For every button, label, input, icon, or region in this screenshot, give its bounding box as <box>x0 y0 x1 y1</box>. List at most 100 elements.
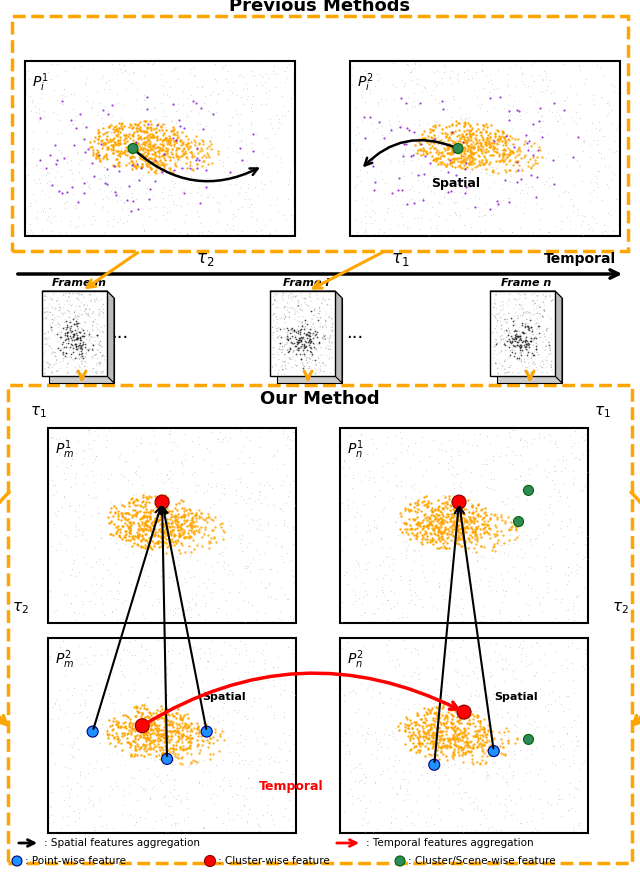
Point <box>445 71 455 85</box>
Point <box>197 732 207 746</box>
Polygon shape <box>270 291 342 298</box>
Point <box>611 122 621 137</box>
Point <box>495 746 506 760</box>
Point <box>120 126 131 140</box>
Point <box>589 183 600 197</box>
Point <box>128 515 138 529</box>
Point <box>452 513 463 527</box>
Point <box>220 189 230 203</box>
Point <box>177 455 187 469</box>
Point <box>84 342 95 356</box>
Point <box>378 225 388 239</box>
Point <box>472 801 482 815</box>
Point <box>133 202 143 216</box>
Point <box>137 716 147 730</box>
Point <box>155 141 165 155</box>
Point <box>40 311 51 325</box>
Point <box>132 729 142 743</box>
Point <box>129 151 140 165</box>
Point <box>454 479 465 493</box>
Point <box>99 326 109 340</box>
Point <box>135 120 145 134</box>
Point <box>113 57 124 71</box>
Point <box>477 171 487 185</box>
Point <box>460 520 470 534</box>
Point <box>177 727 187 741</box>
Point <box>462 707 472 722</box>
Point <box>191 742 202 756</box>
Point <box>485 126 495 140</box>
Point <box>45 357 55 371</box>
Point <box>255 546 265 560</box>
Point <box>148 154 158 168</box>
Point <box>429 132 439 146</box>
Point <box>452 518 463 532</box>
Point <box>499 148 509 162</box>
Point <box>148 189 159 203</box>
Point <box>319 358 329 372</box>
Point <box>508 533 518 547</box>
Point <box>163 134 173 148</box>
Point <box>157 634 168 648</box>
Point <box>165 470 175 485</box>
Point <box>353 557 363 571</box>
Bar <box>340 638 588 833</box>
Point <box>474 101 484 115</box>
Point <box>520 292 531 306</box>
Point <box>401 535 412 549</box>
Point <box>409 86 419 100</box>
Point <box>136 708 146 722</box>
Point <box>109 135 120 149</box>
Point <box>154 691 164 705</box>
Point <box>246 101 256 115</box>
Point <box>154 133 164 147</box>
Point <box>189 527 199 541</box>
Point <box>255 440 265 454</box>
Point <box>527 324 537 338</box>
Point <box>134 469 145 483</box>
Point <box>303 328 314 342</box>
Point <box>492 529 502 543</box>
Point <box>178 710 188 724</box>
Point <box>274 741 284 755</box>
Point <box>454 716 465 730</box>
Point <box>239 798 250 812</box>
Point <box>60 350 70 364</box>
Point <box>435 813 445 827</box>
Point <box>185 516 195 530</box>
Point <box>177 125 187 139</box>
Point <box>83 343 93 357</box>
Point <box>376 580 387 594</box>
Point <box>406 192 417 206</box>
Point <box>506 522 516 537</box>
Point <box>295 346 305 360</box>
Point <box>92 449 102 463</box>
Point <box>236 142 246 156</box>
Point <box>140 508 150 522</box>
Point <box>497 181 508 196</box>
Point <box>339 693 349 707</box>
Point <box>423 179 433 193</box>
Point <box>138 493 148 507</box>
Point <box>460 737 470 751</box>
Point <box>474 142 484 156</box>
Point <box>485 130 495 144</box>
Point <box>312 325 322 339</box>
Point <box>193 522 204 536</box>
Point <box>458 149 468 163</box>
Point <box>119 196 129 210</box>
Point <box>200 523 210 537</box>
Point <box>92 126 102 140</box>
Point <box>29 174 39 188</box>
Point <box>472 90 483 104</box>
Point <box>113 147 124 161</box>
Point <box>477 753 487 767</box>
Point <box>196 141 206 155</box>
Point <box>209 796 219 810</box>
Point <box>74 337 84 351</box>
Point <box>66 319 76 333</box>
Point <box>546 559 556 573</box>
Point <box>538 288 548 302</box>
Point <box>121 455 131 470</box>
Point <box>450 176 460 190</box>
